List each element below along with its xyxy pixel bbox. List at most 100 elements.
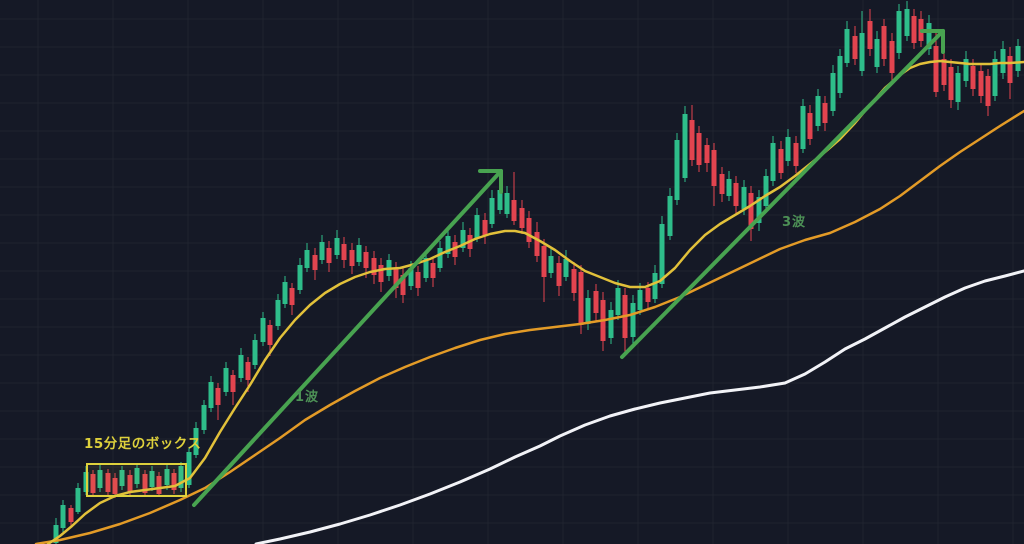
candle-body — [497, 190, 503, 210]
candle-body — [763, 176, 769, 206]
candle-body — [238, 355, 244, 378]
candle-body — [408, 268, 414, 286]
candle-body — [105, 473, 111, 492]
candle-body — [304, 250, 310, 268]
candle-body — [822, 103, 828, 123]
candle-body — [970, 66, 976, 89]
candle-body — [571, 269, 577, 293]
candle-body — [815, 96, 821, 126]
candle-body — [178, 466, 184, 488]
candle-body — [245, 362, 251, 380]
candle-body — [608, 310, 614, 338]
candle-body — [963, 59, 969, 81]
candle-body — [312, 255, 318, 270]
candle-body — [1007, 56, 1013, 83]
candle-body — [482, 220, 488, 236]
candle-body — [460, 230, 466, 248]
candle-body — [659, 224, 665, 284]
candle-body — [371, 258, 377, 275]
wave-3-label[interactable]: 3波 — [782, 214, 806, 230]
candle-body — [667, 196, 673, 236]
candle-body — [1000, 49, 1006, 73]
candle-body — [297, 265, 303, 290]
candle-body — [926, 23, 932, 49]
consolidation-box[interactable] — [86, 463, 187, 497]
wave-1-label[interactable]: 1波 — [295, 389, 319, 405]
candle-body — [215, 388, 221, 405]
candle-body — [208, 382, 214, 408]
candle-body — [733, 183, 739, 206]
candle-body — [326, 248, 332, 263]
candle-body — [223, 368, 229, 392]
wave-1-arrow[interactable] — [192, 169, 503, 507]
candle-body — [778, 149, 784, 173]
candle-body — [149, 471, 155, 487]
candle-body — [637, 290, 643, 310]
candle-body — [119, 470, 125, 486]
ma-slow-line — [254, 269, 1024, 544]
candle-body — [260, 318, 266, 342]
candle-body — [252, 340, 258, 365]
candle-body — [142, 474, 148, 493]
candle-body — [837, 56, 843, 93]
wave-3-arrow[interactable] — [620, 29, 945, 359]
candle-body — [112, 478, 118, 494]
candle-body — [578, 272, 584, 325]
candle-body — [489, 198, 495, 224]
candle-body — [356, 245, 362, 262]
candle-body — [60, 505, 66, 528]
candle-body — [400, 275, 406, 295]
candle-body — [955, 73, 961, 102]
candle-body — [785, 137, 791, 161]
candle-body — [534, 232, 540, 256]
candle-body — [363, 252, 369, 268]
candle-body — [978, 71, 984, 96]
candle-body — [430, 263, 436, 278]
candle-body — [630, 303, 636, 337]
candle-body — [726, 179, 732, 196]
candle-body — [807, 113, 813, 139]
ma-slow-polyline — [254, 269, 1024, 544]
box-annotation[interactable]: 15分足のボックス — [84, 436, 201, 497]
candle-body — [201, 405, 207, 430]
ma-fast-polyline — [46, 59, 1024, 544]
candle-body — [682, 114, 688, 178]
candle-body — [541, 246, 547, 277]
candle-body — [156, 476, 162, 494]
candle-body — [378, 265, 384, 282]
candle-body — [230, 375, 236, 392]
candle-body — [164, 469, 170, 485]
candle-body — [992, 59, 998, 96]
candle-body — [800, 106, 806, 149]
candle-body — [645, 288, 651, 302]
candle-body — [696, 133, 702, 165]
candle-body — [585, 298, 591, 324]
candle-body — [519, 208, 525, 228]
candle-body — [334, 238, 340, 255]
candle-body — [275, 300, 281, 326]
candle-body — [904, 9, 910, 36]
candle-body — [741, 187, 747, 209]
candle-body — [1015, 46, 1021, 71]
candle-body — [911, 16, 917, 43]
candle-body — [859, 33, 865, 71]
box-annotation-label[interactable]: 15分足のボックス — [84, 436, 201, 452]
candle-body — [844, 29, 850, 63]
candle-body — [830, 73, 836, 111]
candle-body — [652, 273, 658, 299]
candle-body — [674, 140, 680, 200]
wave-labels[interactable]: 1波 3波 — [295, 214, 806, 405]
candle-body — [134, 468, 140, 484]
candle-body — [341, 244, 347, 260]
candle-body — [526, 218, 532, 242]
wave-3-arrow-shaft — [620, 29, 945, 359]
candle-body — [97, 470, 103, 488]
candle-body — [748, 193, 754, 229]
candle-body — [415, 272, 421, 288]
candle-body — [874, 39, 880, 67]
candle-body — [889, 41, 895, 73]
trend-arrows[interactable] — [192, 29, 945, 507]
